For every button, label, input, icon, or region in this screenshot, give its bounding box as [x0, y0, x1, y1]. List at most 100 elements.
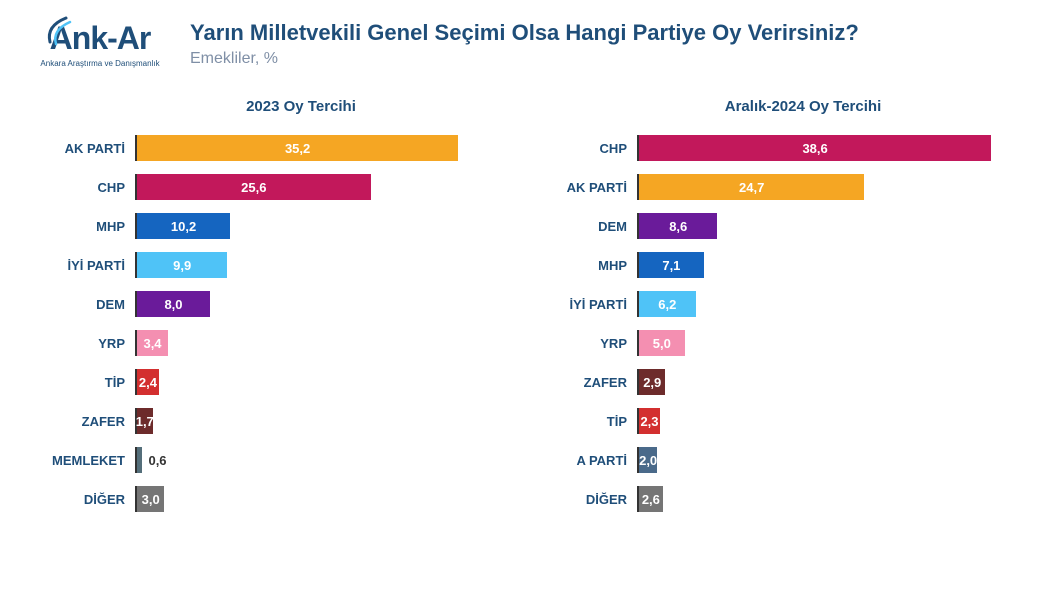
bar: 0,6	[137, 447, 142, 473]
logo-swoosh-icon	[44, 12, 88, 56]
bar: 9,9	[137, 252, 227, 278]
bar-label: TİP	[542, 414, 637, 429]
bar-value: 8,0	[158, 297, 188, 312]
bar: 2,6	[639, 486, 663, 512]
bar-label: YRP	[40, 336, 135, 351]
bar: 2,3	[639, 408, 660, 434]
bar: 35,2	[137, 135, 458, 161]
bar: 8,0	[137, 291, 210, 317]
bar-value: 2,9	[637, 375, 667, 390]
bar-row: DİĞER3,0	[40, 486, 502, 512]
page: Ank-Ar Ankara Araştırma ve Danışmanlık Y…	[0, 0, 1044, 609]
bar-area: 24,7	[637, 174, 1004, 200]
bar-value: 2,3	[634, 414, 664, 429]
bar-row: CHP 38,6	[542, 135, 1004, 161]
bar-value: 2,4	[133, 375, 163, 390]
bar-row: CHP25,6	[40, 174, 502, 200]
charts-container: 2023 Oy Tercihi AK PARTİ35,2CHP25,6MHP10…	[30, 98, 1014, 512]
bar-row: ZAFER1,7	[40, 408, 502, 434]
bar: 24,7	[639, 174, 864, 200]
chart-2024: Aralık-2024 Oy Tercihi CHP 38,6 AK PARTİ 24…	[542, 98, 1004, 512]
bar-label: A PARTİ	[542, 453, 637, 468]
bar: 1,7	[137, 408, 153, 434]
bar-area: 2,6	[637, 486, 1004, 512]
bar-row: YRP5,0	[542, 330, 1004, 356]
bar-area: 5,0	[637, 330, 1004, 356]
bar-row: MEMLEKET0,6	[40, 447, 502, 473]
bar-row: AK PARTİ 24,7	[542, 174, 1004, 200]
bar-value: 3,4	[137, 336, 167, 351]
bar-value: 0,6	[142, 453, 172, 468]
bar: 25,6	[137, 174, 371, 200]
bar: 3,0	[137, 486, 164, 512]
bar-area: 2,4	[135, 369, 502, 395]
sub-title: Emekliler, %	[190, 50, 1014, 68]
bar-value: 2,6	[636, 492, 666, 507]
bar: 6,2	[639, 291, 696, 317]
bar-label: AK PARTİ	[40, 141, 135, 156]
bar-row: DEM 8,0	[40, 291, 502, 317]
bar: 3,4	[137, 330, 168, 356]
bar-row: DİĞER2,6	[542, 486, 1004, 512]
bar-label: MHP	[40, 219, 135, 234]
bar: 7,1	[639, 252, 704, 278]
bar-row: A PARTİ2,0	[542, 447, 1004, 473]
bar: 10,2	[137, 213, 230, 239]
logo: Ank-Ar Ankara Araştırma ve Danışmanlık	[30, 20, 170, 68]
bar-label: DEM	[40, 297, 135, 312]
bar-row: TİP2,3	[542, 408, 1004, 434]
bar-row: AK PARTİ 35,2	[40, 135, 502, 161]
bar-label: DİĞER	[40, 492, 135, 507]
bar-value: 24,7	[733, 180, 770, 195]
bar-value: 7,1	[656, 258, 686, 273]
bar-row: MHP10,2	[40, 213, 502, 239]
header: Ank-Ar Ankara Araştırma ve Danışmanlık Y…	[30, 20, 1014, 68]
bar-row: YRP3,4	[40, 330, 502, 356]
bar-row: İYİ PARTİ 6,2	[542, 291, 1004, 317]
bar-row: TİP2,4	[40, 369, 502, 395]
chart-rows-2024: CHP 38,6 AK PARTİ 24,7 DEM 8,6 MHP 7,1 İYİ PARTİ…	[542, 135, 1004, 512]
titles: Yarın Milletvekili Genel Seçimi Olsa Han…	[190, 20, 1014, 68]
chart-rows-2023: AK PARTİ 35,2 CHP25,6 MHP10,2 İYİ PARTİ9,9 DE…	[40, 135, 502, 512]
bar-label: MEMLEKET	[40, 453, 135, 468]
bar-value: 1,7	[130, 414, 160, 429]
bar-value: 3,0	[136, 492, 166, 507]
logo-subtext: Ankara Araştırma ve Danışmanlık	[40, 59, 159, 68]
bar: 2,4	[137, 369, 159, 395]
bar-area: 3,4	[135, 330, 502, 356]
bar-area: 8,0	[135, 291, 502, 317]
bar-area: 0,6	[135, 447, 502, 473]
bar-area: 35,2	[135, 135, 502, 161]
bar: 2,9	[639, 369, 665, 395]
chart-title-2023: 2023 Oy Tercihi	[100, 98, 502, 115]
bar-area: 1,7	[135, 408, 502, 434]
bar-value: 2,0	[633, 453, 663, 468]
bar-value: 38,6	[796, 141, 833, 156]
bar-area: 3,0	[135, 486, 502, 512]
bar: 5,0	[639, 330, 685, 356]
bar: 8,6	[639, 213, 717, 239]
chart-2023: 2023 Oy Tercihi AK PARTİ 35,2 CHP25,6 MHP10…	[40, 98, 502, 512]
bar-area: 2,9	[637, 369, 1004, 395]
main-title: Yarın Milletvekili Genel Seçimi Olsa Han…	[190, 20, 1014, 46]
bar-value: 8,6	[663, 219, 693, 234]
bar-label: AK PARTİ	[542, 180, 637, 195]
bar-label: YRP	[542, 336, 637, 351]
bar-label: İYİ PARTİ	[542, 297, 637, 312]
bar-area: 7,1	[637, 252, 1004, 278]
bar-row: MHP 7,1	[542, 252, 1004, 278]
bar-label: MHP	[542, 258, 637, 273]
bar-label: DEM	[542, 219, 637, 234]
bar-label: ZAFER	[542, 375, 637, 390]
bar-label: CHP	[542, 141, 637, 156]
bar-area: 25,6	[135, 174, 502, 200]
bar-value: 25,6	[235, 180, 272, 195]
bar-area: 2,0	[637, 447, 1004, 473]
logo-main: Ank-Ar	[50, 20, 151, 57]
chart-title-2024: Aralık-2024 Oy Tercihi	[602, 98, 1004, 115]
bar-value: 35,2	[279, 141, 316, 156]
bar-label: ZAFER	[40, 414, 135, 429]
bar-value: 6,2	[652, 297, 682, 312]
bar: 2,0	[639, 447, 657, 473]
bar-row: İYİ PARTİ9,9	[40, 252, 502, 278]
